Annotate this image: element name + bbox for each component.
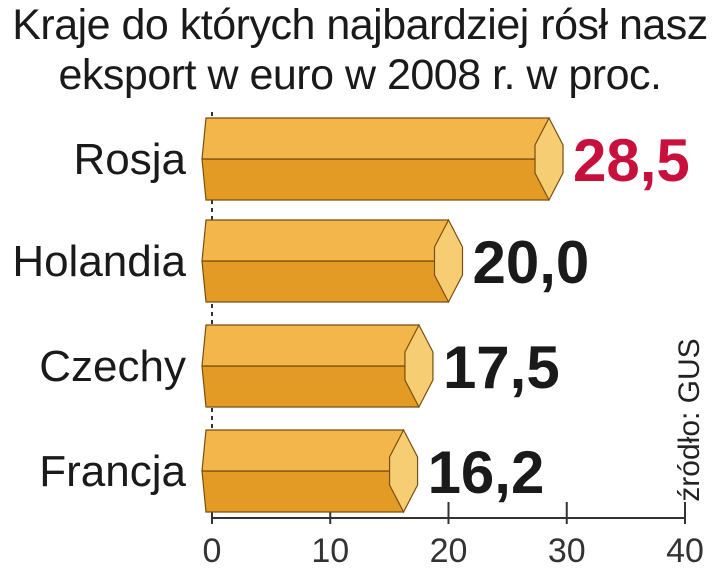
x-tick-label-2: 20 <box>430 532 468 568</box>
value-label-2: 17,5 <box>443 334 560 401</box>
bar-2 <box>201 324 420 367</box>
chart-title: Kraje do których najbardziej rósł nasz <box>12 1 708 49</box>
bar-3 <box>201 429 405 472</box>
bar-2-bottom <box>201 365 420 408</box>
bar-0 <box>201 117 550 160</box>
bar-1-bottom <box>201 260 450 303</box>
x-tick-label-4: 40 <box>666 532 704 568</box>
bar-0-bottom <box>201 158 550 201</box>
bar-1 <box>201 219 450 262</box>
value-label-3: 16,2 <box>428 439 545 506</box>
category-label-2: Czechy <box>39 342 186 391</box>
x-tick-label-0: 0 <box>203 532 222 568</box>
category-label-1: Holandia <box>12 237 186 286</box>
value-label-1: 20,0 <box>473 229 590 296</box>
bar-3-cap <box>388 428 419 514</box>
bar-0-cap <box>534 116 564 202</box>
value-label-0: 28,5 <box>573 127 690 194</box>
chart-title-block: Kraje do których najbardziej rósł nasz e… <box>0 0 720 100</box>
x-tick-label-1: 10 <box>311 532 349 568</box>
bar-3-bottom <box>201 470 405 513</box>
bar-2-cap <box>404 323 434 409</box>
source-note: źródło: GUS <box>673 338 706 502</box>
chart-subtitle: eksport w euro w 2008 r. w proc. <box>58 51 662 99</box>
category-label-0: Rosja <box>74 135 187 184</box>
category-label-3: Francja <box>39 447 186 496</box>
x-tick-label-3: 30 <box>548 532 586 568</box>
bar-1-cap <box>433 218 464 304</box>
